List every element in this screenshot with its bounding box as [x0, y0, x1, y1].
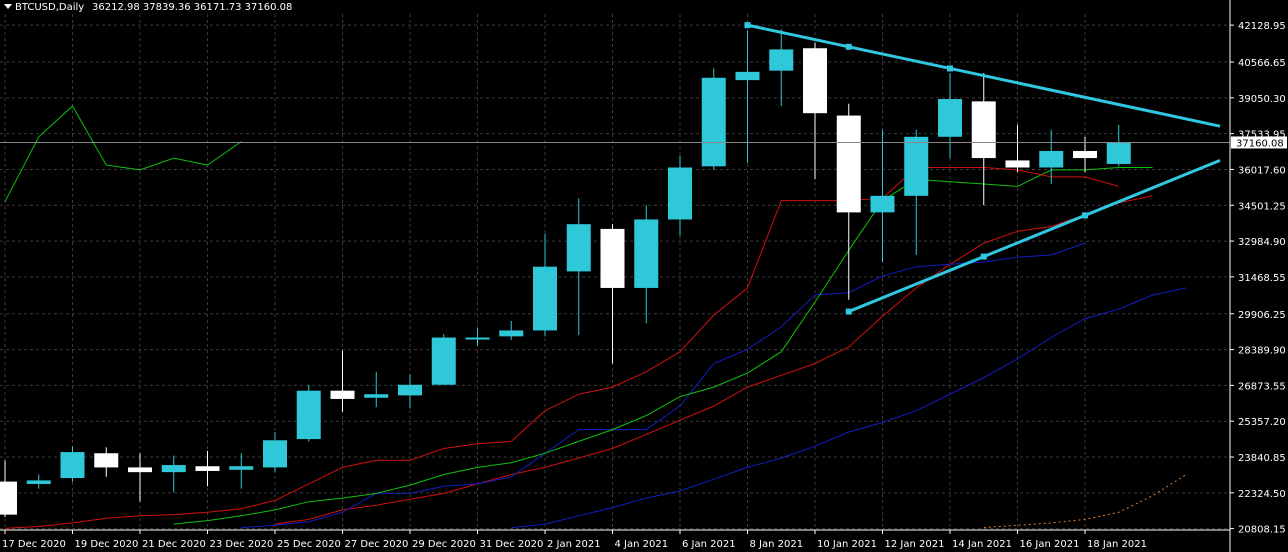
date-tick-label: 8 Jan 2021: [750, 539, 804, 550]
candle-body: [1106, 142, 1131, 164]
date-tick-label: 18 Jan 2021: [1087, 539, 1147, 550]
chart-grid: [0, 0, 1231, 552]
candle-body: [566, 224, 591, 272]
date-tick-label: 23 Dec 2020: [210, 539, 274, 550]
candle-body: [1073, 150, 1097, 159]
date-tick-label: 10 Jan 2021: [817, 539, 877, 550]
symbol-dropdown-icon[interactable]: [4, 4, 12, 9]
chart-header: BTCUSD,Daily 36212.98 37839.36 36171.73 …: [4, 2, 292, 13]
price-tick-label: 39050.30: [1238, 94, 1286, 105]
candle-body: [904, 136, 929, 196]
candle-body: [263, 440, 287, 468]
candle-body: [971, 101, 996, 159]
date-tick-label: 21 Dec 2020: [142, 539, 206, 550]
ma-line-blue-slow: [511, 287, 1187, 529]
candle-body: [195, 466, 220, 471]
trendline: [747, 23, 1221, 128]
candle-body: [364, 394, 389, 398]
date-tick-label: 4 Jan 2021: [615, 539, 669, 550]
candle-body: [1005, 160, 1030, 168]
date-tick-label: 31 Dec 2020: [480, 539, 544, 550]
candle-body: [803, 48, 827, 114]
current-price-box: [1231, 136, 1287, 149]
candle-body: [161, 465, 186, 473]
date-tick-label: 29 Dec 2020: [412, 539, 476, 550]
candle-body: [668, 167, 692, 220]
trendline-anchor: [947, 65, 953, 72]
candles: [0, 29, 1131, 518]
candle-body: [701, 77, 726, 167]
date-tick-label: 17 Dec 2020: [2, 539, 66, 550]
trendline-anchor: [845, 308, 852, 315]
price-tick-label: 34501.25: [1238, 201, 1286, 212]
candle-body: [634, 219, 659, 288]
ma-line-red-slow: [274, 195, 1153, 525]
date-tick-label: 16 Jan 2021: [1020, 539, 1080, 550]
candle-body: [128, 467, 152, 473]
price-tick-label: 40566.65: [1238, 58, 1286, 69]
date-tick-label: 2 Jan 2021: [547, 539, 601, 550]
candle-body: [330, 390, 355, 399]
price-tick-label: 42128.95: [1238, 21, 1286, 32]
price-tick-label: 28389.90: [1238, 346, 1286, 357]
trendline-anchor: [845, 43, 852, 50]
candle-body: [600, 228, 625, 288]
price-axis: 42128.95 40566.65 39050.30 37533.95 36017.60…: [0, 21, 1287, 536]
date-tick-label: 25 Dec 2020: [277, 539, 341, 550]
price-tick-label: 25357.20: [1238, 417, 1286, 428]
ma-line-green: [173, 167, 1153, 525]
candle-body: [1039, 150, 1064, 168]
candle-body: [60, 452, 85, 479]
date-tick-label: 6 Jan 2021: [682, 539, 736, 550]
moving-averages: [4, 105, 1187, 529]
price-tick-label: 20808.15: [1238, 525, 1286, 536]
candle-body: [0, 481, 17, 515]
price-tick-label: 37533.95: [1238, 130, 1286, 141]
time-axis: 17 Dec 2020 19 Dec 2020 21 Dec 2020 23 Dec …: [2, 530, 1147, 550]
candle-body: [769, 49, 794, 71]
ma-line-red-fast: [4, 167, 1119, 529]
symbol-label: BTCUSD,Daily: [15, 2, 84, 13]
candle-body: [499, 330, 524, 337]
current-price-label: 37160.08: [1236, 138, 1284, 149]
candle-body: [836, 115, 861, 213]
candle-body: [870, 195, 895, 213]
candle-body: [465, 337, 490, 340]
price-tick-label: 31468.55: [1238, 273, 1286, 284]
candle-body: [533, 266, 557, 331]
date-tick-label: 14 Jan 2021: [952, 539, 1012, 550]
trendline-anchor: [744, 22, 751, 29]
trendline-anchor: [1082, 212, 1088, 219]
price-tick-label: 29906.25: [1238, 310, 1286, 321]
price-tick-label: 26873.55: [1238, 381, 1286, 392]
candle-body: [229, 466, 254, 470]
price-tick-label: 22324.50: [1238, 489, 1286, 500]
candle-body: [26, 480, 51, 484]
ma-line-blue-fast: [241, 242, 1086, 529]
candle-body: [94, 453, 119, 468]
candle-body: [735, 71, 760, 81]
indicator-line-orange: [983, 474, 1187, 529]
date-tick-label: 27 Dec 2020: [345, 539, 409, 550]
date-tick-label: 12 Jan 2021: [885, 539, 945, 550]
candle-body: [398, 384, 422, 396]
price-tick-label: 36017.60: [1238, 165, 1286, 176]
trendlines: [744, 22, 1221, 315]
candle-body: [431, 337, 456, 385]
candle-body: [938, 99, 962, 137]
price-tick-label: 32984.90: [1238, 237, 1286, 248]
ohlc-label: 36212.98 37839.36 36171.73 37160.08: [92, 2, 292, 13]
candle-body: [296, 390, 321, 440]
indicator-line-green: [4, 105, 242, 202]
trendline: [848, 159, 1221, 313]
price-tick-label: 23840.85: [1238, 453, 1286, 464]
date-tick-label: 19 Dec 2020: [75, 539, 139, 550]
trendline-anchor: [980, 253, 987, 260]
